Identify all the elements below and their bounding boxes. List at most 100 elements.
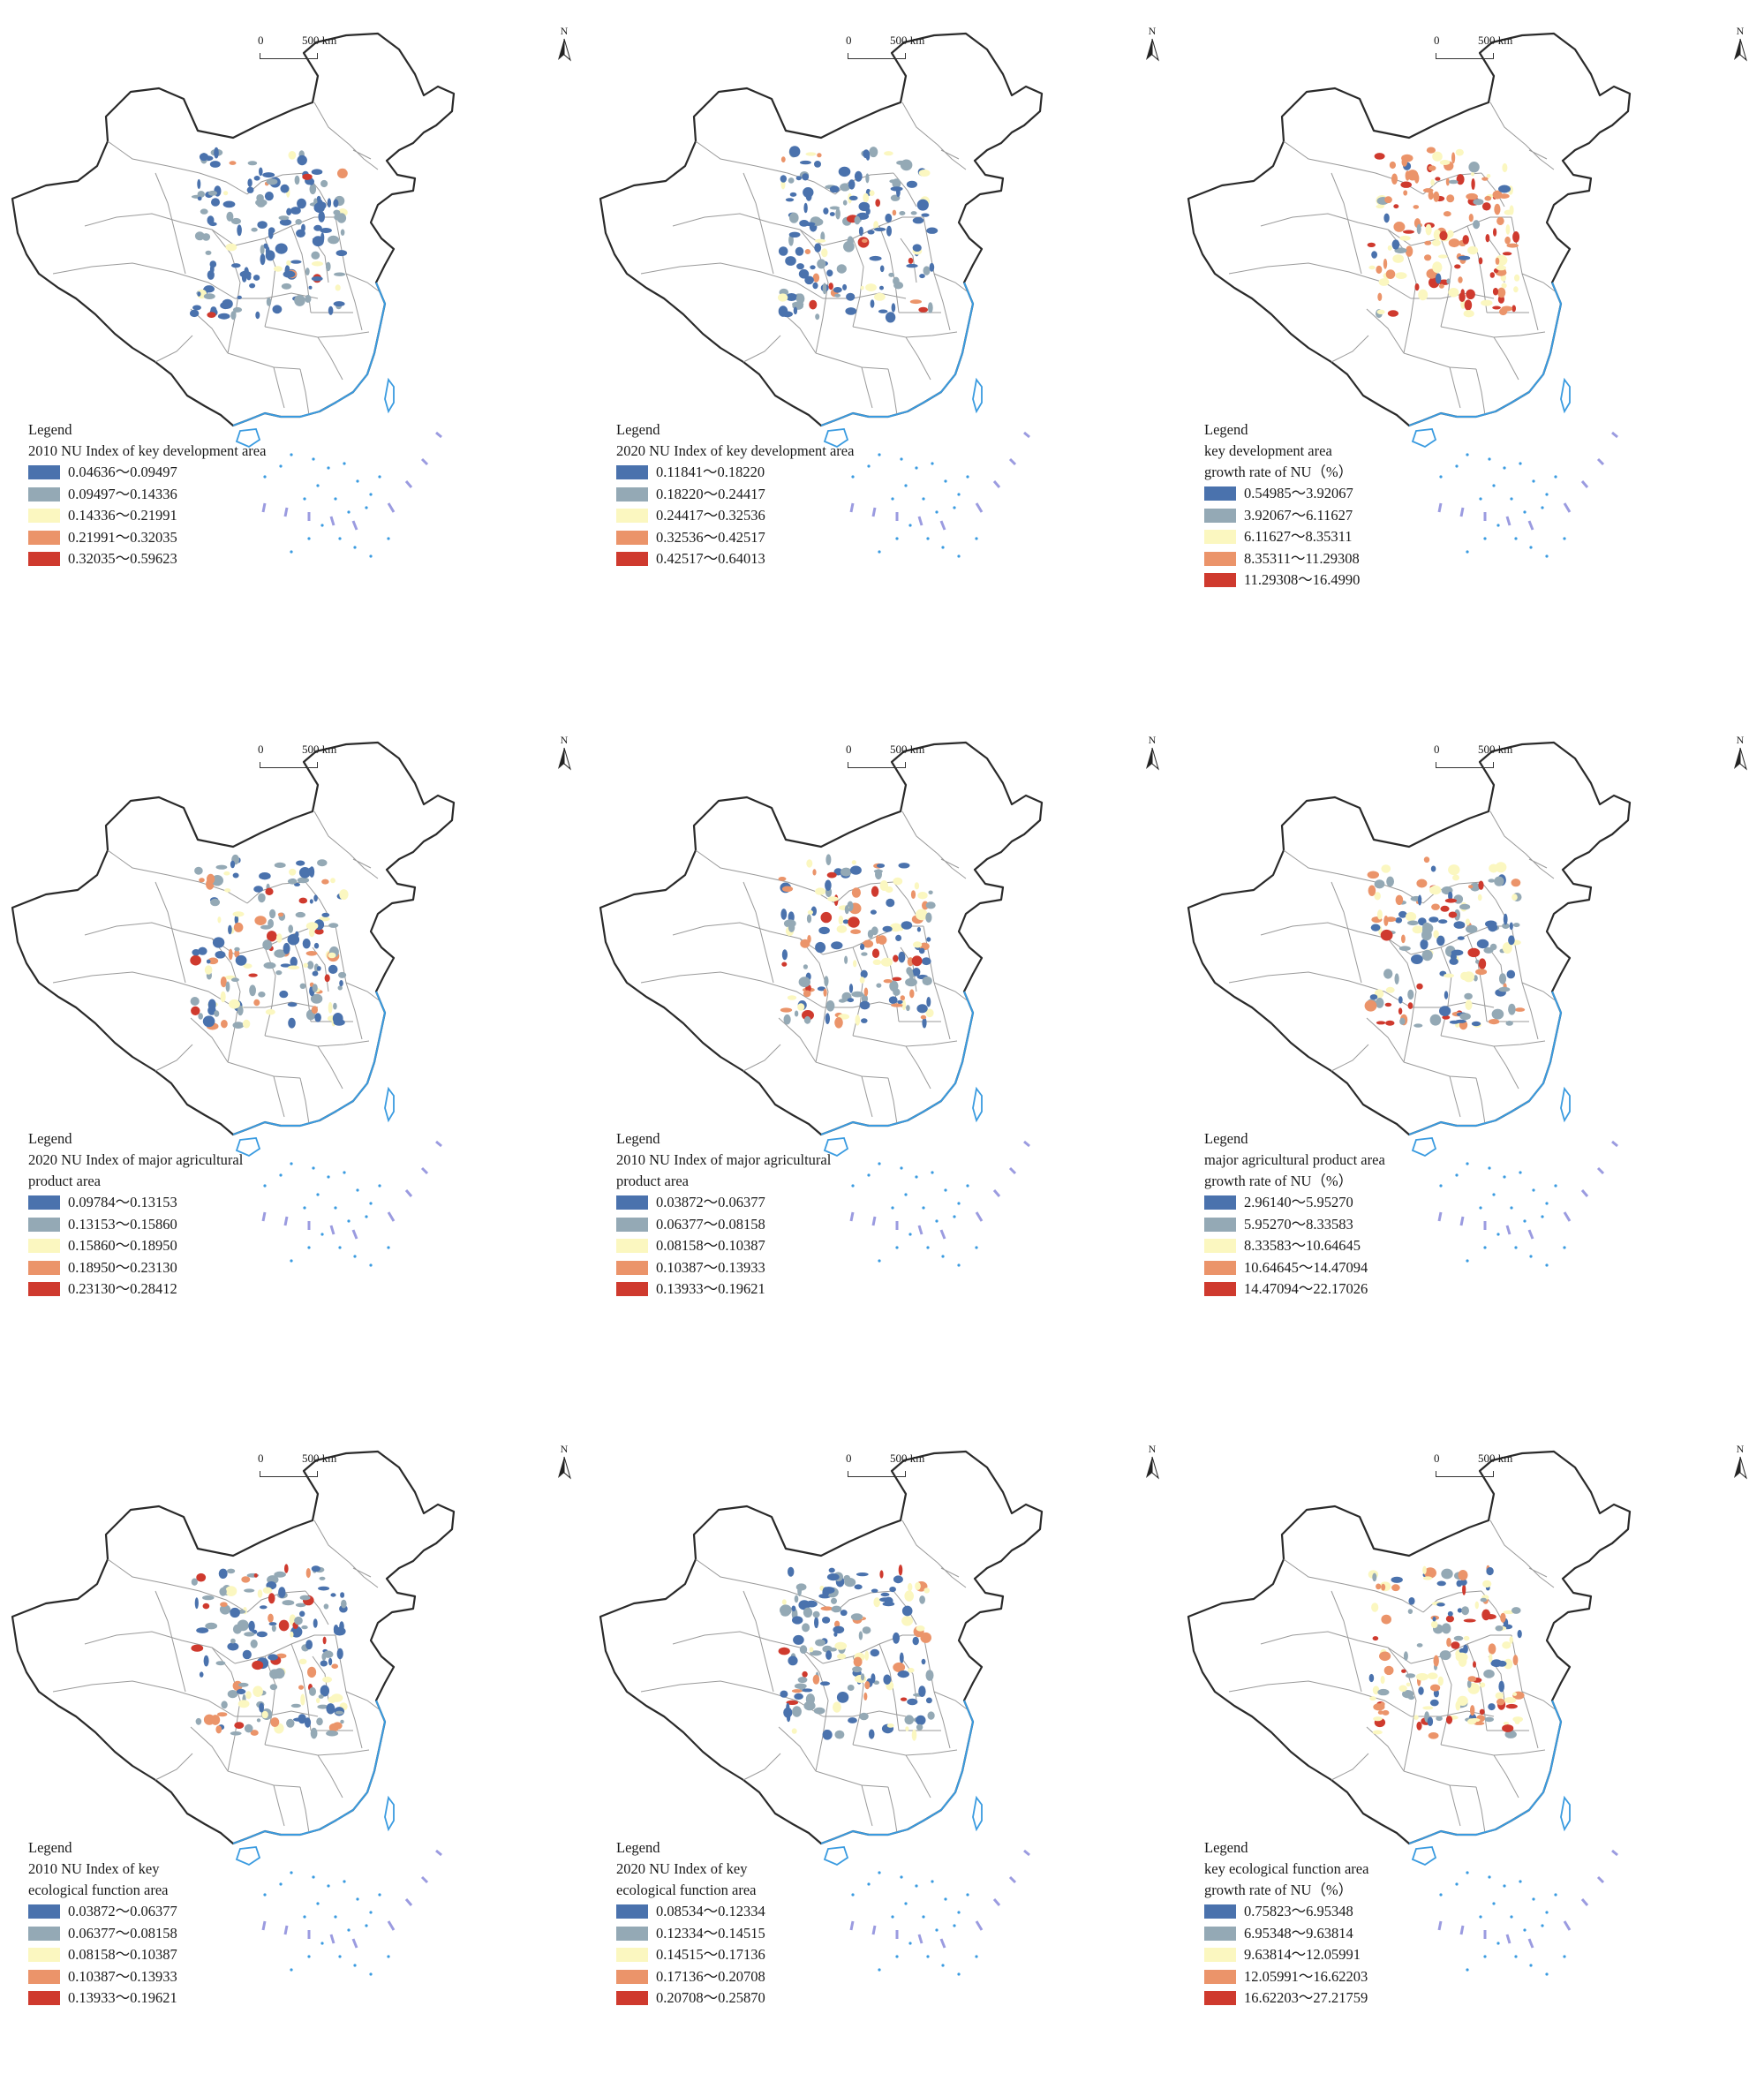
- county-patch: [1498, 986, 1511, 992]
- province-boundary: [52, 262, 236, 299]
- county-patch: [214, 147, 219, 159]
- county-patch: [1441, 1568, 1453, 1580]
- county-patch: [908, 1667, 915, 1673]
- county-patch: [1433, 191, 1440, 202]
- china-map: [1187, 32, 1632, 558]
- legend-swatch: [1204, 1239, 1236, 1254]
- province-boundary: [1228, 1680, 1412, 1717]
- county-patch: [233, 922, 244, 932]
- county-patch: [191, 1578, 198, 1586]
- county-patch: [847, 998, 855, 1003]
- county-patch: [217, 916, 222, 924]
- province-boundary: [264, 946, 276, 1037]
- county-patch: [335, 250, 348, 257]
- province-boundary: [940, 858, 960, 869]
- south-sea-island: [312, 457, 315, 461]
- county-patch: [211, 198, 220, 207]
- county-patch: [1385, 916, 1397, 923]
- county-patch: [275, 970, 283, 976]
- nine-dash-line-segment: [1580, 480, 1589, 488]
- legend-range: 0.14336～0.21991: [68, 507, 177, 524]
- county-patch: [869, 147, 878, 158]
- county-patch: [867, 230, 875, 235]
- scale-distance: 500 km: [890, 1452, 925, 1465]
- county-patch: [279, 990, 289, 999]
- county-patch: [1428, 165, 1436, 171]
- county-patch: [895, 934, 902, 941]
- county-patch: [318, 211, 326, 222]
- nine-dash-line-segment: [329, 516, 335, 526]
- county-patch: [807, 909, 813, 915]
- county-patch: [896, 186, 901, 198]
- county-patch: [1474, 975, 1478, 982]
- legend-swatch: [1204, 1217, 1236, 1232]
- county-patch: [823, 207, 829, 215]
- province-boundary: [52, 1680, 236, 1717]
- county-patch: [854, 1584, 863, 1590]
- country-outline: [599, 741, 1044, 1136]
- county-patch: [817, 153, 822, 158]
- county-patch: [294, 175, 300, 185]
- county-patch: [321, 1686, 327, 1694]
- south-sea-island: [327, 1884, 330, 1888]
- county-patch: [237, 224, 242, 237]
- county-patch: [1387, 245, 1392, 251]
- county-patch: [1459, 1579, 1467, 1586]
- county-patch: [885, 312, 896, 323]
- south-sea-island: [1466, 1162, 1469, 1165]
- legend-entry: 0.08158～0.10387: [616, 1235, 987, 1257]
- legend-heading: Legend: [616, 1130, 660, 1147]
- coastline: [232, 1700, 387, 1844]
- county-patch: [311, 169, 323, 175]
- county-patch: [892, 977, 902, 981]
- county-patch: [1491, 1008, 1504, 1020]
- county-patch: [264, 192, 274, 201]
- county-patch: [259, 1702, 264, 1713]
- county-patch: [258, 893, 266, 903]
- county-patch: [333, 1002, 337, 1010]
- county-patch: [1502, 1724, 1514, 1732]
- province-boundary: [1521, 982, 1558, 1003]
- county-patch: [1418, 289, 1429, 301]
- county-patch: [289, 868, 297, 876]
- county-patch: [1403, 1651, 1408, 1661]
- province-boundary: [1489, 102, 1555, 170]
- south-sea-island: [316, 484, 320, 487]
- south-sea-island: [1483, 1246, 1487, 1249]
- county-patch: [789, 212, 799, 223]
- county-patch: [1512, 231, 1520, 243]
- county-patch: [803, 990, 811, 998]
- county-patch: [237, 1700, 250, 1708]
- county-patch: [904, 1590, 914, 1602]
- county-patch: [311, 1565, 320, 1572]
- county-patch: [1395, 272, 1407, 279]
- south-sea-island: [378, 1893, 381, 1897]
- county-patch: [1391, 1584, 1400, 1592]
- county-patch: [214, 1010, 220, 1017]
- county-patch: [1479, 1682, 1486, 1688]
- legend-range: 0.32536～0.42517: [656, 528, 765, 546]
- legend-range: 11.29308～16.4990: [1244, 571, 1361, 589]
- county-patch: [1385, 1020, 1395, 1026]
- legend-title: 2010 NU Index of major agricultural prod…: [616, 1151, 832, 1189]
- county-patch: [280, 963, 291, 968]
- county-patch: [822, 1587, 829, 1598]
- county-patch: [819, 1681, 831, 1686]
- county-patch: [831, 941, 843, 950]
- south-sea-island: [369, 493, 373, 496]
- nine-dash-line-segment: [1611, 1849, 1618, 1857]
- county-patch: [322, 1636, 327, 1645]
- county-patch: [1512, 1716, 1523, 1723]
- county-patch: [780, 156, 786, 163]
- county-patch: [278, 1619, 290, 1632]
- county-patch: [822, 1617, 831, 1624]
- legend-swatch: [1204, 1282, 1236, 1297]
- south-sea-island: [957, 1972, 961, 1976]
- legend-entry: 0.13933～0.19621: [28, 1987, 399, 2010]
- legend-entry: 6.11627～8.35311: [1204, 526, 1575, 548]
- county-patch: [298, 1685, 304, 1690]
- south-sea-island: [922, 1915, 925, 1919]
- county-patch: [258, 992, 266, 998]
- china-map: [1187, 1450, 1632, 1976]
- county-patch: [840, 1610, 848, 1617]
